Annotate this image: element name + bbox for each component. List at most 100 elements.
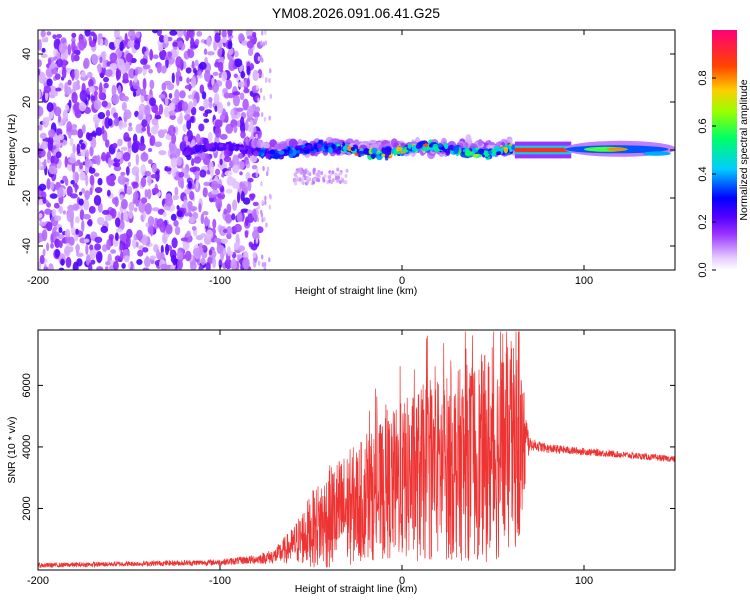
- signal-core-blob: [273, 152, 280, 160]
- signal-core-blob: [437, 143, 444, 148]
- signal-core-blob: [183, 150, 191, 156]
- noise-blob: [257, 97, 260, 103]
- noise-blob: [257, 204, 261, 210]
- noise-blob: [184, 113, 191, 121]
- noise-blob: [236, 107, 244, 112]
- noise-blob: [261, 73, 264, 79]
- noise-blob: [38, 261, 42, 270]
- noise-blob: [66, 121, 73, 133]
- signal-core-blob: [251, 148, 257, 152]
- noise-blob: [151, 163, 157, 173]
- noise-blob: [140, 152, 149, 162]
- noise-blob: [225, 213, 233, 224]
- noise-blob: [67, 44, 72, 56]
- x-tick-label: -100: [209, 575, 231, 587]
- noise-blob: [204, 70, 211, 82]
- noise-blob: [48, 129, 56, 138]
- noise-blob: [178, 171, 185, 178]
- noise-blob: [52, 231, 60, 237]
- noise-blob: [170, 213, 177, 221]
- noise-blob: [95, 250, 103, 263]
- y-tick-label: -20: [21, 190, 33, 206]
- noise-blob: [150, 174, 158, 179]
- noise-blob: [200, 257, 206, 266]
- noise-blob: [214, 126, 222, 138]
- signal-halo-blob: [345, 168, 349, 173]
- noise-blob: [174, 186, 179, 197]
- noise-blob: [52, 34, 57, 40]
- noise-blob: [202, 187, 208, 198]
- signal-core-blob: [496, 151, 502, 155]
- noise-blob: [78, 39, 86, 51]
- noise-blob: [133, 39, 141, 50]
- signal-core-blob: [487, 150, 493, 155]
- noise-blob: [54, 215, 62, 222]
- noise-blob: [114, 196, 119, 207]
- noise-blob: [249, 119, 254, 132]
- noise-blob: [156, 61, 162, 74]
- noise-blob: [38, 232, 42, 244]
- noise-blob: [212, 71, 219, 77]
- noise-blob: [222, 247, 227, 256]
- noise-blob: [127, 161, 131, 168]
- noise-blob: [161, 82, 167, 91]
- noise-blob: [236, 254, 243, 259]
- noise-blob: [261, 199, 264, 205]
- noise-blob: [254, 116, 258, 122]
- noise-blob: [198, 106, 205, 111]
- noise-blob: [117, 58, 125, 71]
- noise-blob: [111, 84, 117, 97]
- noise-blob: [84, 30, 91, 37]
- noise-blob: [141, 234, 148, 246]
- noise-blob: [99, 56, 103, 64]
- noise-blob: [56, 58, 63, 68]
- noise-blob: [165, 243, 170, 256]
- noise-blob: [46, 221, 53, 232]
- noise-blob: [225, 226, 233, 235]
- noise-blob: [88, 79, 94, 88]
- strong-line-core: [514, 147, 572, 153]
- signal-halo-blob: [316, 171, 320, 176]
- noise-blob: [79, 171, 86, 181]
- noise-blob: [79, 209, 85, 221]
- noise-blob: [75, 184, 79, 190]
- signal-halo-blob: [299, 170, 303, 175]
- noise-blob: [232, 164, 240, 174]
- noise-blob: [133, 191, 139, 201]
- noise-blob: [69, 137, 74, 147]
- noise-blob: [158, 104, 164, 115]
- signal-halo-blob: [369, 139, 377, 144]
- noise-blob: [262, 95, 266, 101]
- noise-blob: [128, 122, 132, 127]
- noise-blob: [56, 128, 63, 137]
- signal-halo-blob: [328, 175, 332, 180]
- signal-core-blob: [283, 149, 288, 154]
- noise-blob: [165, 196, 173, 207]
- noise-blob: [77, 128, 84, 139]
- noise-blob: [62, 175, 68, 182]
- noise-blob: [115, 232, 119, 241]
- noise-blob: [269, 68, 272, 74]
- noise-blob: [89, 145, 94, 157]
- noise-blob: [203, 217, 211, 226]
- signal-core-blob: [342, 146, 348, 152]
- noise-blob: [147, 215, 155, 227]
- noise-blob: [177, 40, 184, 48]
- noise-blob: [221, 70, 228, 82]
- noise-blob: [228, 166, 232, 172]
- noise-blob: [68, 208, 75, 220]
- noise-blob: [160, 244, 164, 255]
- noise-blob: [97, 33, 101, 46]
- signal-halo-blob: [338, 179, 342, 184]
- noise-blob: [68, 99, 72, 109]
- noise-blob: [101, 125, 105, 135]
- noise-blob: [240, 208, 249, 213]
- signal-core-blob: [350, 147, 356, 151]
- signal-core-blob: [469, 151, 474, 155]
- signal-core-blob: [381, 153, 386, 157]
- y-tick-label: -40: [21, 238, 33, 254]
- noise-blob: [155, 249, 160, 259]
- noise-blob: [155, 170, 160, 182]
- noise-blob: [202, 112, 208, 117]
